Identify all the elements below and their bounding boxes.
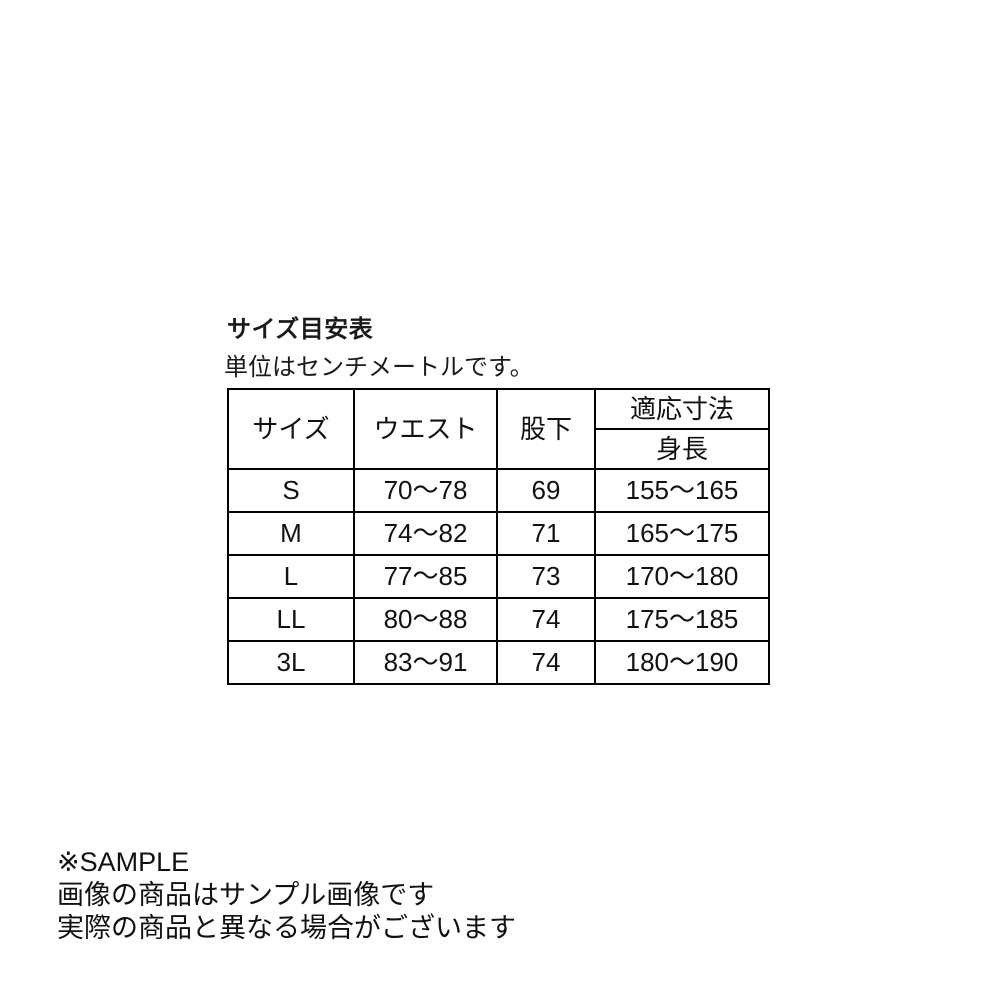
cell-inseam: 74 [496, 640, 596, 685]
size-guide-table: サイズ ウエスト 股下 適応寸法 身長 S 70〜78 69 155〜165 M… [227, 388, 770, 685]
table-row-ll: LL 80〜88 74 175〜185 [227, 597, 770, 642]
column-header-body-height: 身長 [594, 428, 770, 470]
cell-waist: 80〜88 [353, 597, 498, 642]
cell-body-height: 155〜165 [594, 468, 770, 513]
cell-inseam: 69 [496, 468, 596, 513]
column-header-inseam: 股下 [496, 388, 596, 470]
sample-label: ※SAMPLE [57, 847, 190, 877]
column-header-waist: ウエスト [353, 388, 498, 470]
size-chart-unit-note: 単位はセンチメートルです。 [224, 354, 534, 381]
table-row-3l: 3L 83〜91 74 180〜190 [227, 640, 770, 685]
cell-waist: 83〜91 [353, 640, 498, 685]
cell-inseam: 71 [496, 511, 596, 556]
table-row-s: S 70〜78 69 155〜165 [227, 468, 770, 513]
table-header-subrow: 身長 [228, 428, 770, 470]
cell-body-height: 180〜190 [594, 640, 770, 685]
sample-disclaimer-line2: 実際の商品と異なる場合がございます [57, 913, 516, 943]
cell-body-height: 165〜175 [594, 511, 770, 556]
cell-size: L [227, 554, 355, 599]
table-row-m: M 74〜82 71 165〜175 [227, 511, 770, 556]
cell-inseam: 74 [496, 597, 596, 642]
cell-size: 3L [227, 640, 355, 685]
column-header-size: サイズ [227, 388, 355, 470]
cell-size: S [227, 468, 355, 513]
table-header-row: サイズ ウエスト 股下 適応寸法 [227, 388, 770, 470]
cell-waist: 70〜78 [353, 468, 498, 513]
cell-body-height: 175〜185 [594, 597, 770, 642]
sample-disclaimer-line1: 画像の商品はサンプル画像です [57, 880, 435, 910]
sample-disclaimer: ※SAMPLE 画像の商品はサンプル画像です 実際の商品と異なる場合がございます [57, 846, 516, 945]
cell-body-height: 170〜180 [594, 554, 770, 599]
cell-inseam: 73 [496, 554, 596, 599]
cell-waist: 77〜85 [353, 554, 498, 599]
cell-waist: 74〜82 [353, 511, 498, 556]
cell-size: LL [227, 597, 355, 642]
table-row-l: L 77〜85 73 170〜180 [227, 554, 770, 599]
cell-size: M [227, 511, 355, 556]
column-header-fit: 適応寸法 [594, 388, 770, 430]
size-chart-title: サイズ目安表 [227, 316, 374, 343]
